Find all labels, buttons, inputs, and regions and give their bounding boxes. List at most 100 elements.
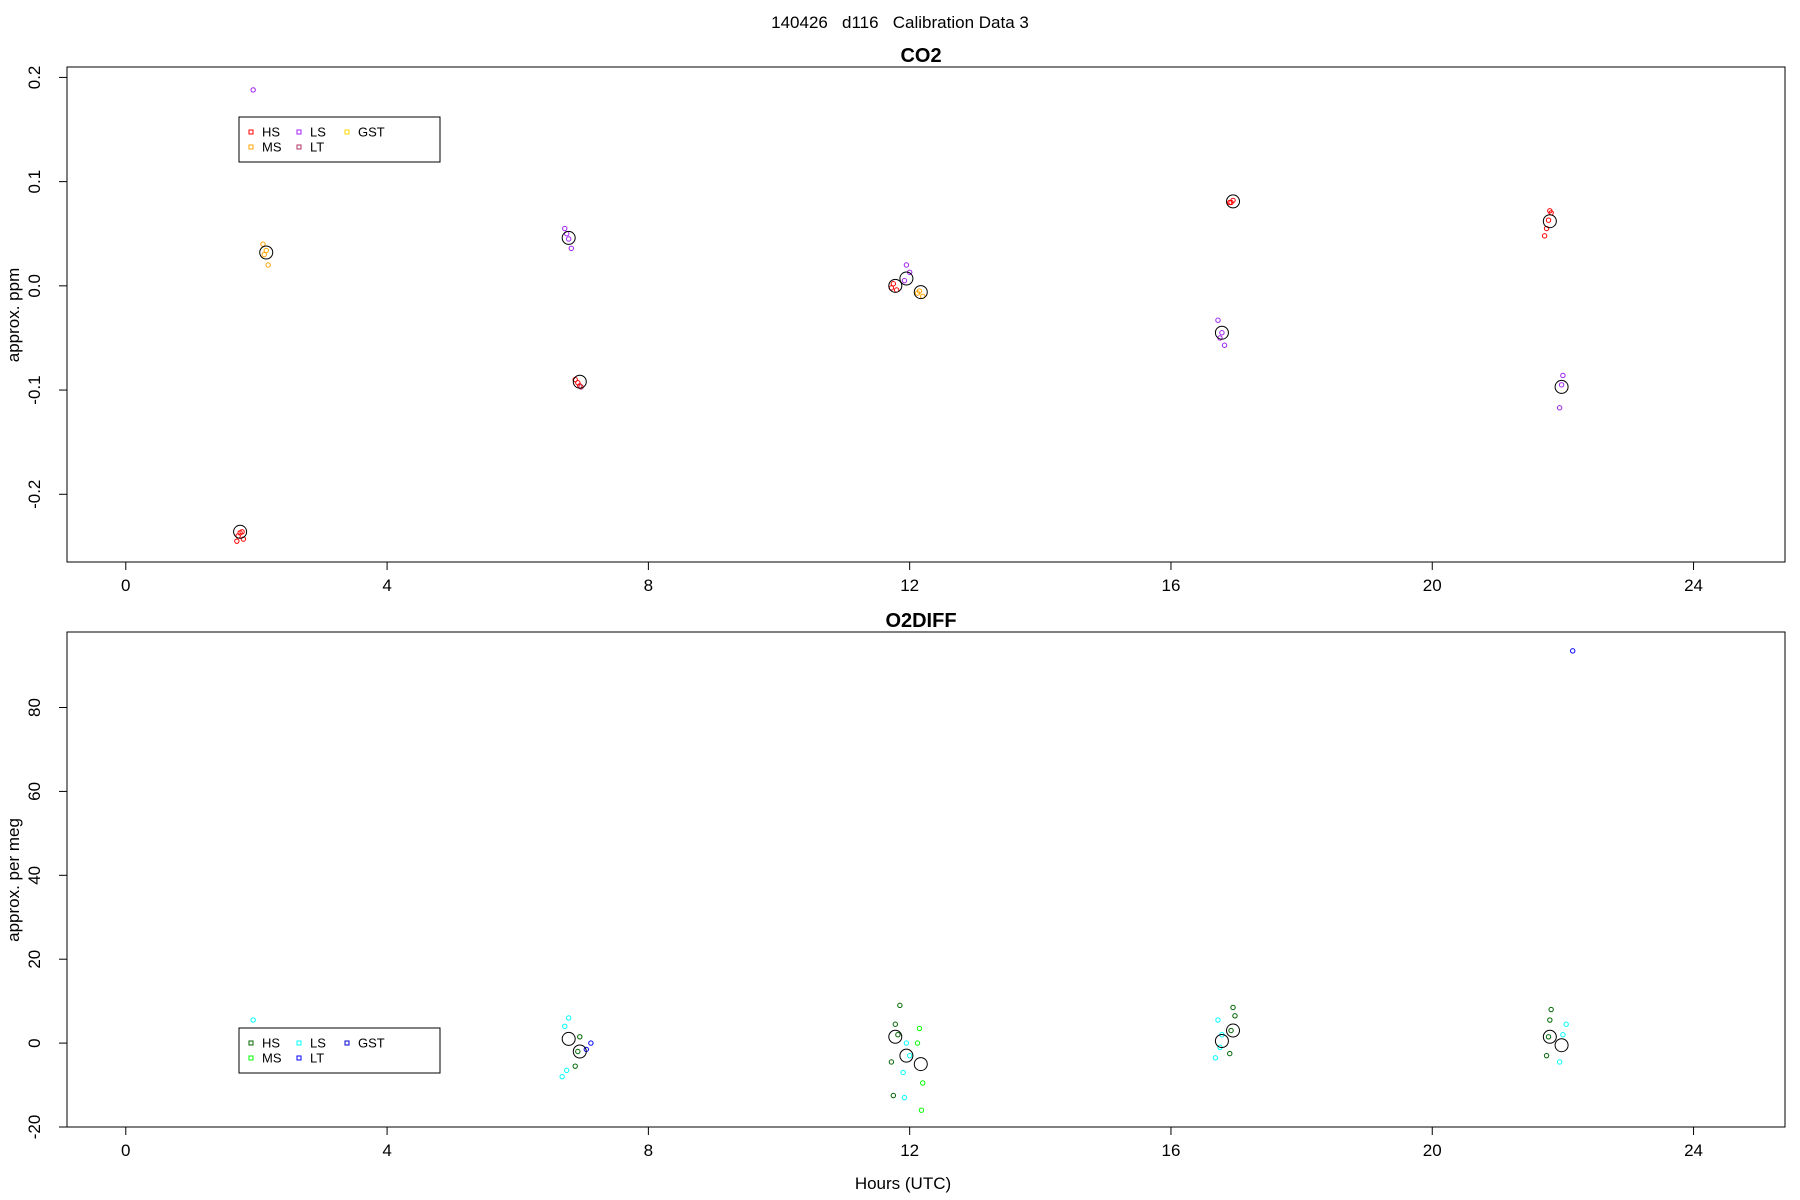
o2diff-point-ls [562,1023,568,1030]
o2diff-legend-label: LT [310,1051,324,1066]
co2-x-tick-label: 16 [1162,576,1181,595]
o2diff-point-ls [900,1069,906,1076]
co2-point-mean [913,285,928,300]
co2-point-mean [1542,214,1557,229]
o2diff-point-ls [1556,1059,1563,1065]
co2-y-tick-label: -0.2 [25,480,44,509]
co2-point-mean [1214,325,1229,340]
o2diff-point-mean [1226,1023,1241,1038]
co2-point-hs [890,281,897,287]
o2diff-x-tick-label: 0 [121,1141,130,1160]
o2diff-point-ms [920,1080,926,1086]
co2-point-ls [565,236,572,242]
o2diff-x-tick-label: 12 [900,1141,919,1160]
o2diff-point-ms [918,1107,925,1113]
o2diff-point-ms [916,1025,923,1032]
o2diff-point-ls [901,1094,908,1101]
o2diff-point-ls [1215,1017,1221,1023]
co2-point-ls [250,87,256,93]
co2-point-mean [259,245,274,260]
co2-point-ms [263,247,269,254]
o2diff-point-hs [897,1002,903,1009]
co2-x-tick-label: 12 [900,576,919,595]
co2-point-ms [260,241,266,247]
o2diff-legend-marker [296,1055,302,1061]
co2-x-tick-label: 0 [121,576,130,595]
co2-point-hs [1541,233,1548,239]
o2diff-point-ls [1563,1021,1569,1027]
o2diff-point-hs [888,1059,895,1065]
co2-legend-label: GST [358,125,385,140]
o2diff-legend-box [238,1027,441,1074]
o2diff-x-tick-label: 20 [1423,1141,1442,1160]
co2-point-mean [899,271,914,286]
o2diff-legend-marker [296,1040,302,1046]
co2-point-hs [234,538,240,544]
co2-points [233,87,1569,544]
o2diff-panel: O2DIFF 0 4 8 12 16 20 24 -20 0 20 40 60 80 approx. … [4,610,1786,1160]
co2-point-ls [568,245,574,252]
o2diff-point-hs [890,1092,897,1099]
co2-point-ls [1221,342,1228,348]
o2diff-y-tick-label: 60 [25,782,44,801]
co2-x-tick-label: 8 [644,576,653,595]
o2diff-legend-label: HS [262,1036,280,1051]
co2-legend-label: LT [310,140,324,155]
o2diff-point-ls [559,1073,565,1080]
co2-legend-marker [296,144,302,150]
co2-point-ls [1560,372,1566,379]
o2diff-legend-marker [344,1040,350,1046]
o2diff-point-hs [1228,1027,1234,1034]
co2-x-tick-label: 20 [1423,576,1442,595]
o2diff-point-ms [914,1040,921,1046]
co2-x-axis: 0 4 8 12 16 20 24 [121,561,1703,595]
o2diff-legend-label: GST [358,1036,385,1051]
co2-y-tick-label: 0.2 [25,66,44,90]
o2diff-y-axis: -20 0 20 40 60 80 [25,698,68,1139]
co2-legend-label: HS [262,125,280,140]
o2diff-point-mean [1554,1038,1569,1053]
co2-y-tick-label: 0.1 [25,170,44,194]
o2diff-point-hs [892,1021,898,1027]
co2-point-ls [901,277,908,284]
co2-legend-label: MS [262,140,282,155]
o2diff-legend-marker [248,1055,254,1061]
o2diff-point-ls [1212,1055,1219,1061]
co2-point-hs [1545,217,1552,223]
co2-legend-marker [296,129,302,135]
co2-point-mean [888,278,903,293]
o2diff-point-mean [1214,1034,1229,1049]
co2-point-ls [1215,317,1221,323]
o2diff-point-ls [564,1067,570,1074]
co2-panel: CO2 0 4 8 12 16 20 24 -0.2 -0.1 0.0 0.1 0.2 approx… [4,45,1786,595]
co2-point-ls [562,225,568,232]
co2-legend-box [238,116,441,163]
co2-point-mean [1554,379,1569,394]
co2-point-mean [561,230,576,245]
co2-y-tick-label: -0.1 [25,375,44,404]
co2-panel-title: CO2 [900,45,941,67]
o2diff-point-ls [250,1017,256,1023]
o2diff-points [250,648,1576,1113]
co2-legend-marker [248,129,254,135]
o2diff-point-ls [906,1052,913,1059]
o2diff-point-lt [588,1040,594,1046]
o2diff-point-hs [1227,1050,1233,1057]
o2diff-point-mean [888,1029,903,1044]
o2diff-point-hs [1548,1006,1554,1013]
o2diff-legend-marker [248,1040,254,1046]
o2diff-point-hs [572,1063,578,1069]
o2diff-x-tick-label: 8 [644,1141,653,1160]
co2-point-ls [1219,330,1225,336]
o2diff-point-lt [1569,648,1576,654]
co2-legend-marker [248,144,254,150]
co2-y-axis: -0.2 -0.1 0.0 0.1 0.2 [25,66,68,509]
o2diff-x-tick-label: 24 [1684,1141,1703,1160]
o2diff-point-hs [895,1032,901,1038]
o2diff-point-mean [572,1044,587,1059]
o2diff-legend-label: MS [262,1051,282,1066]
o2diff-point-hs [577,1034,583,1040]
o2diff-point-hs [575,1048,581,1055]
